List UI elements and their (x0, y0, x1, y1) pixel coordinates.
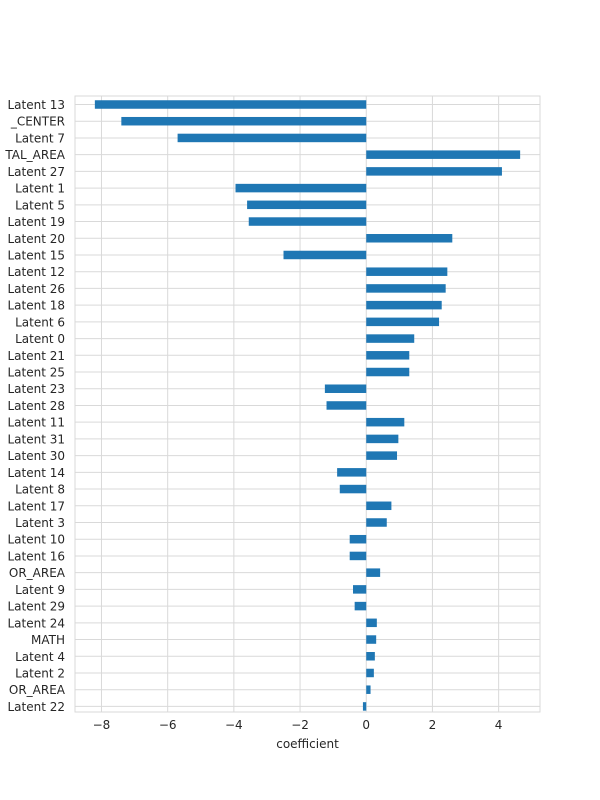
x-tick-label: 2 (429, 718, 437, 732)
bar-15 (366, 351, 410, 360)
y-tick-label: Latent 29 (7, 600, 65, 614)
plot-frame (74, 95, 541, 713)
bar-30 (354, 601, 367, 611)
x-axis-title: coefficient (276, 737, 339, 751)
bar-22 (337, 468, 367, 477)
bar-3 (366, 150, 521, 159)
y-tick-label: Latent 23 (7, 382, 65, 396)
y-tick-label: Latent 18 (7, 299, 65, 313)
bar-17 (324, 384, 367, 393)
bar-21 (366, 451, 398, 460)
y-tick-label: Latent 25 (7, 366, 65, 380)
bar-33 (366, 652, 375, 661)
bar-31 (366, 618, 377, 628)
y-tick-label: Latent 24 (7, 616, 65, 630)
y-tick-label: Latent 3 (15, 516, 65, 530)
x-tick-label: 4 (495, 718, 503, 732)
y-tick-label: _CENTER (10, 115, 65, 129)
y-tick-label: Latent 2 (15, 666, 65, 680)
x-tick-label: 0 (362, 718, 370, 732)
y-tick-label: Latent 5 (15, 198, 65, 212)
bar-16 (366, 367, 410, 377)
bar-7 (248, 217, 367, 226)
y-tick-labels: Latent 13 _CENTER Latent 7 TAL_AREA Latent 2… (4, 98, 65, 714)
bar-19 (366, 417, 405, 427)
bar-9 (283, 250, 367, 260)
bar-29 (353, 585, 367, 594)
bar-10 (366, 267, 448, 276)
y-tick-label: OR_AREA (9, 566, 66, 580)
bar-6 (247, 200, 367, 210)
y-tick-label: MATH (31, 633, 65, 647)
y-tick-label: Latent 26 (7, 282, 65, 296)
y-tick-label: Latent 0 (15, 332, 65, 346)
bar-36 (362, 702, 367, 711)
y-tick-label: Latent 12 (7, 265, 65, 279)
y-tick-label: Latent 22 (7, 700, 65, 714)
y-tick-label: Latent 9 (15, 583, 65, 597)
bar-28 (366, 568, 381, 577)
bars-layer (94, 100, 521, 711)
bar-27 (349, 551, 367, 561)
bar-0 (94, 100, 367, 109)
bar-1 (121, 116, 367, 126)
x-tick-label: −6 (159, 718, 177, 732)
bar-5 (235, 183, 367, 193)
y-tick-label: Latent 1 (15, 182, 65, 196)
bar-24 (366, 501, 392, 511)
y-tick-label: Latent 21 (7, 349, 65, 363)
y-tick-label: Latent 13 (7, 98, 65, 112)
y-tick-label: Latent 17 (7, 499, 65, 513)
y-tick-label: Latent 8 (15, 483, 65, 497)
bar-26 (349, 534, 367, 544)
y-tick-label: Latent 14 (7, 466, 65, 480)
y-tick-label: Latent 20 (7, 232, 65, 246)
y-tick-label: Latent 28 (7, 399, 65, 413)
bar-32 (366, 635, 377, 644)
bar-2 (177, 133, 367, 143)
y-tick-label: Latent 11 (7, 416, 65, 430)
y-tick-label: Latent 16 (7, 549, 65, 563)
y-tick-label: Latent 30 (7, 449, 65, 463)
bar-14 (366, 334, 415, 343)
bar-13 (366, 317, 440, 327)
y-tick-label: Latent 31 (7, 432, 65, 446)
bar-11 (366, 284, 446, 293)
bar-25 (366, 518, 387, 527)
bar-23 (339, 484, 367, 494)
bar-35 (366, 685, 371, 694)
x-tick-label: −4 (225, 718, 243, 732)
y-tick-label: OR_AREA (9, 683, 66, 697)
y-tick-label: Latent 19 (7, 215, 65, 229)
bar-8 (366, 234, 453, 243)
bar-34 (366, 668, 374, 678)
y-tick-label: Latent 27 (7, 165, 65, 179)
x-tick-label: −2 (291, 718, 309, 732)
y-tick-label: Latent 7 (15, 131, 65, 145)
x-tick-label: −8 (93, 718, 111, 732)
bar-12 (366, 300, 442, 310)
y-tick-label: Latent 6 (15, 315, 65, 329)
x-tick-labels: −8 −6 −4 −2 0 2 4 (93, 718, 503, 732)
y-tick-label: Latent 10 (7, 533, 65, 547)
bar-20 (366, 434, 399, 444)
bar-18 (326, 401, 367, 410)
y-tick-label: TAL_AREA (4, 148, 65, 162)
y-tick-label: Latent 4 (15, 650, 65, 664)
bar-4 (366, 167, 502, 176)
y-tick-label: Latent 15 (7, 248, 65, 262)
